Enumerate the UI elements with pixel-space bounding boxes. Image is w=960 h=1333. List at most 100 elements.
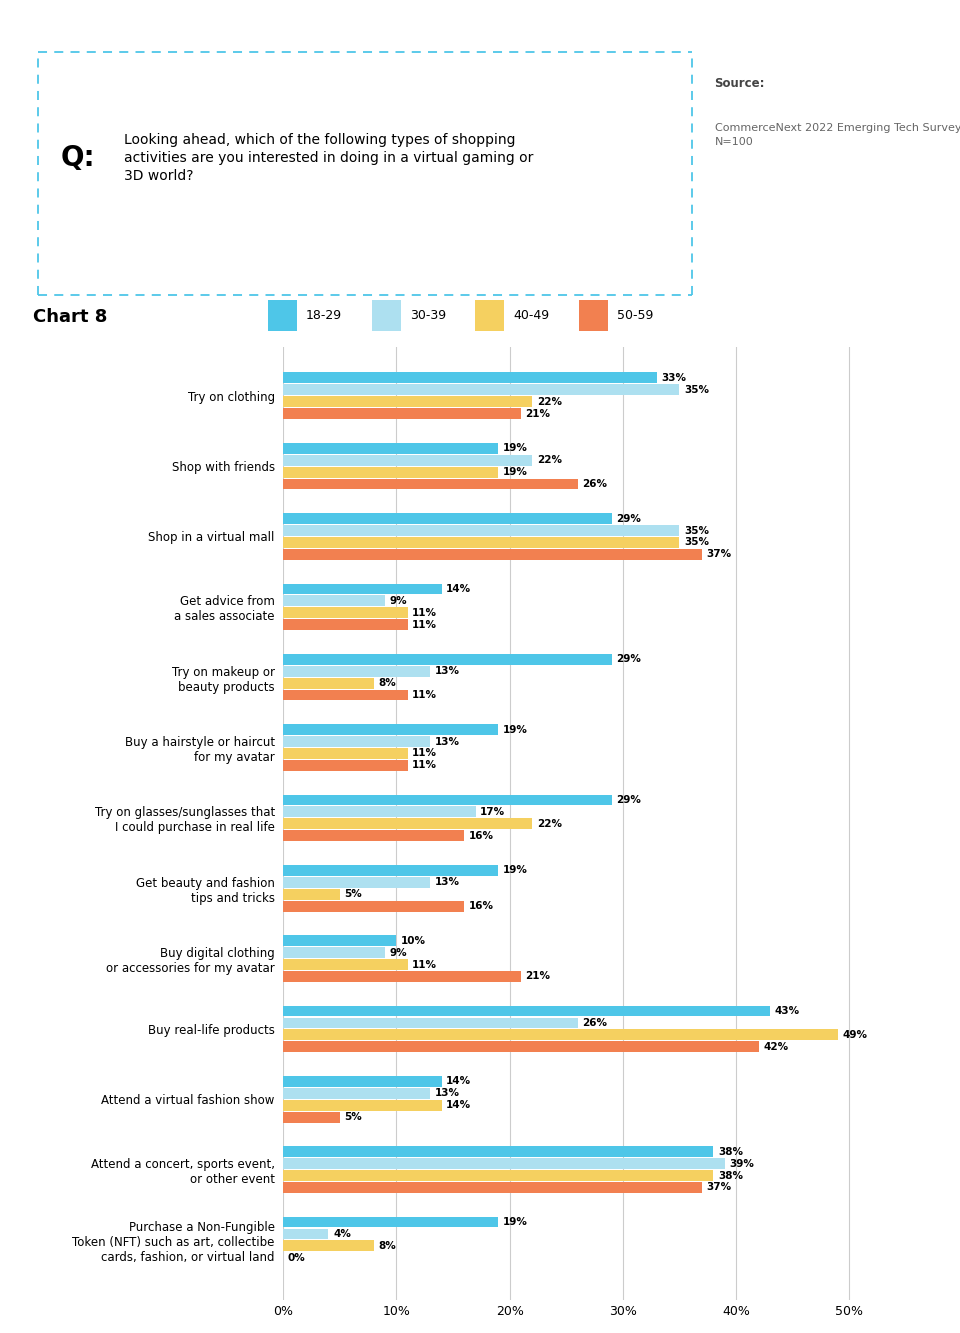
Bar xyxy=(283,830,465,841)
Bar xyxy=(283,1217,498,1228)
Bar xyxy=(283,724,498,734)
Bar xyxy=(283,1088,430,1098)
Bar xyxy=(283,513,612,524)
Text: 11%: 11% xyxy=(412,690,437,700)
Text: 11%: 11% xyxy=(412,749,437,758)
Bar xyxy=(283,1017,578,1028)
Bar xyxy=(283,948,385,958)
Text: 19%: 19% xyxy=(503,865,528,876)
Bar xyxy=(283,970,521,982)
Bar xyxy=(283,537,680,548)
Text: 39%: 39% xyxy=(730,1158,755,1169)
Text: 30-39: 30-39 xyxy=(410,309,445,323)
Bar xyxy=(283,794,612,805)
Text: 38%: 38% xyxy=(718,1146,743,1157)
Bar xyxy=(283,384,680,395)
Bar xyxy=(283,865,498,876)
Bar xyxy=(283,901,465,912)
Text: 22%: 22% xyxy=(537,818,562,829)
Text: 35%: 35% xyxy=(684,537,708,548)
Bar xyxy=(283,1029,838,1040)
Text: 0%: 0% xyxy=(288,1253,305,1262)
Text: 38%: 38% xyxy=(718,1170,743,1181)
Text: 13%: 13% xyxy=(435,877,460,888)
Bar xyxy=(283,467,498,477)
Text: 16%: 16% xyxy=(468,830,493,841)
Text: 14%: 14% xyxy=(446,1100,471,1110)
Text: 37%: 37% xyxy=(707,1182,732,1193)
Text: 43%: 43% xyxy=(775,1006,800,1016)
Text: 5%: 5% xyxy=(345,1112,362,1122)
Text: 8%: 8% xyxy=(378,678,396,688)
Text: 29%: 29% xyxy=(616,513,641,524)
Bar xyxy=(283,1076,442,1086)
Bar xyxy=(283,608,408,619)
Text: 13%: 13% xyxy=(435,666,460,676)
FancyBboxPatch shape xyxy=(579,300,608,331)
Text: 14%: 14% xyxy=(446,584,471,595)
Bar xyxy=(283,1146,713,1157)
Bar xyxy=(283,1241,373,1252)
Bar xyxy=(283,889,340,900)
Text: 19%: 19% xyxy=(503,467,528,477)
Text: 19%: 19% xyxy=(503,443,528,453)
Bar xyxy=(283,1158,725,1169)
Bar xyxy=(283,1041,758,1052)
Text: 22%: 22% xyxy=(537,397,562,407)
Text: 11%: 11% xyxy=(412,620,437,629)
Bar xyxy=(283,525,680,536)
Text: 26%: 26% xyxy=(582,479,607,489)
Bar xyxy=(283,806,475,817)
Text: 21%: 21% xyxy=(525,409,550,419)
Bar xyxy=(283,1182,702,1193)
Bar xyxy=(283,677,373,689)
Text: 50-59: 50-59 xyxy=(617,309,654,323)
Text: 9%: 9% xyxy=(390,596,407,607)
Text: 13%: 13% xyxy=(435,1088,460,1098)
Text: 35%: 35% xyxy=(684,385,708,395)
Text: 29%: 29% xyxy=(616,794,641,805)
Bar xyxy=(283,665,430,677)
Bar xyxy=(283,620,408,631)
Text: 4%: 4% xyxy=(333,1229,351,1238)
Bar xyxy=(283,818,532,829)
Text: 35%: 35% xyxy=(684,525,708,536)
Bar xyxy=(283,584,442,595)
Text: 13%: 13% xyxy=(435,737,460,746)
Bar xyxy=(283,1229,328,1240)
Text: CommerceNext 2022 Emerging Tech Survey
N=100: CommerceNext 2022 Emerging Tech Survey N… xyxy=(714,123,960,147)
Bar xyxy=(283,408,521,419)
Text: 26%: 26% xyxy=(582,1018,607,1028)
Text: 11%: 11% xyxy=(412,608,437,617)
Bar xyxy=(283,960,408,970)
Text: 5%: 5% xyxy=(345,889,362,900)
Bar xyxy=(283,596,385,607)
Text: Chart 8: Chart 8 xyxy=(34,308,108,325)
Bar xyxy=(283,1170,713,1181)
Bar xyxy=(283,760,408,770)
Text: 49%: 49% xyxy=(843,1030,868,1040)
Bar xyxy=(283,655,612,665)
Text: Q:: Q: xyxy=(60,144,95,172)
Text: Looking ahead, which of the following types of shopping
activities are you inter: Looking ahead, which of the following ty… xyxy=(124,133,533,184)
Text: 19%: 19% xyxy=(503,725,528,734)
FancyBboxPatch shape xyxy=(372,300,400,331)
Text: 19%: 19% xyxy=(503,1217,528,1226)
Text: 18-29: 18-29 xyxy=(306,309,342,323)
Text: 42%: 42% xyxy=(763,1042,788,1052)
Bar xyxy=(283,443,498,453)
Bar xyxy=(283,736,430,746)
Bar xyxy=(283,1112,340,1122)
Bar xyxy=(283,936,396,946)
Text: 33%: 33% xyxy=(661,373,686,383)
Bar xyxy=(283,549,702,560)
FancyBboxPatch shape xyxy=(268,300,297,331)
Bar xyxy=(283,372,657,384)
FancyBboxPatch shape xyxy=(475,300,504,331)
Bar xyxy=(283,689,408,700)
Bar xyxy=(283,748,408,758)
Bar xyxy=(283,479,578,489)
Text: 29%: 29% xyxy=(616,655,641,664)
Bar xyxy=(283,1100,442,1110)
Bar xyxy=(283,396,532,407)
